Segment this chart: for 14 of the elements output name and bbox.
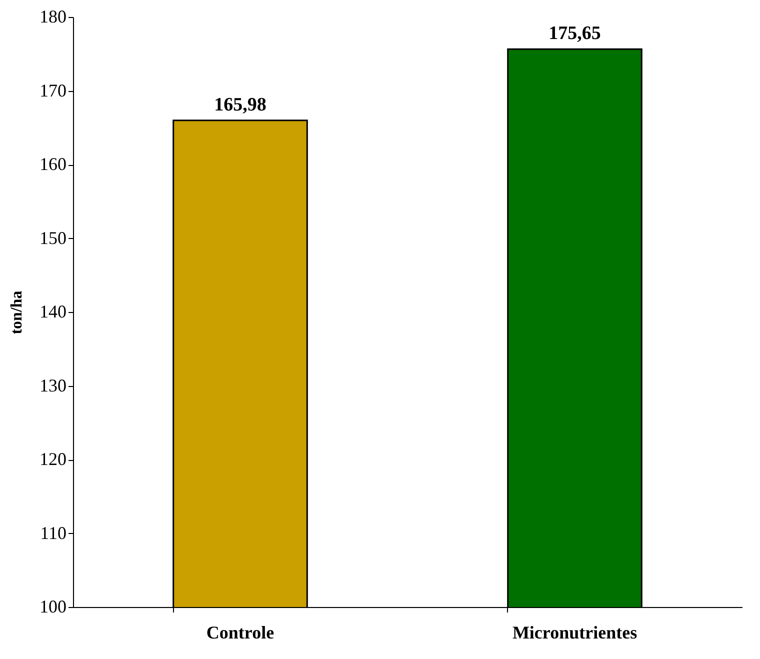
data-label: 175,65 [548, 23, 601, 44]
y-axis-title: ton/ha [8, 290, 26, 334]
y-tick-label: 170 [40, 80, 66, 100]
y-tick-label: 120 [40, 449, 66, 469]
y-tick-label: 100 [40, 596, 66, 616]
y-tick-label: 160 [40, 154, 66, 174]
y-tick-label: 180 [40, 6, 66, 26]
y-tick-label: 150 [40, 228, 66, 248]
y-tick-label: 130 [40, 375, 66, 396]
x-tick-label: Controle [206, 622, 274, 642]
x-tick-label: Micronutrientes [512, 622, 638, 642]
y-tick-label: 140 [40, 302, 66, 322]
y-tick-label: 110 [40, 522, 66, 543]
data-label: 165,98 [214, 94, 266, 116]
